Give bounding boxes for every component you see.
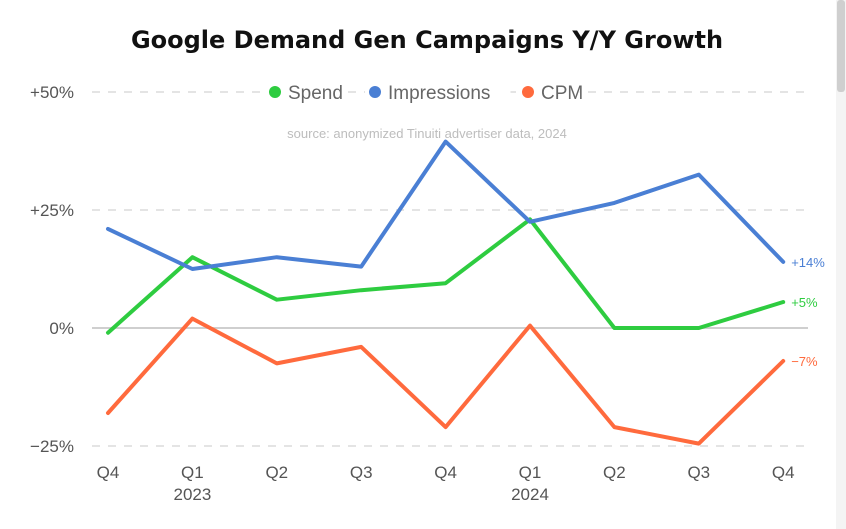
source-note: source: anonymized Tinuiti advertiser da…: [287, 126, 567, 141]
end-labels: +5% +14% −7%: [791, 255, 825, 369]
year-label: 2024: [511, 485, 549, 504]
x-tick-label: Q1: [519, 463, 542, 482]
scrollbar-thumb[interactable]: [837, 0, 845, 92]
series-line-spend: [106, 217, 786, 335]
y-tick-label: +50%: [30, 83, 74, 102]
x-tick-label: Q3: [350, 463, 373, 482]
y-axis: +50% +25% 0% −25%: [30, 83, 74, 456]
legend-label: CPM: [541, 83, 583, 104]
x-axis: Q4 Q1 Q2 Q3 Q4 Q1 Q2 Q3 Q4 2023 2024: [97, 463, 795, 504]
legend-item-bg: [365, 78, 511, 106]
y-tick-label: 0%: [49, 319, 74, 338]
x-tick-label: Q2: [603, 463, 626, 482]
x-tick-label: Q4: [434, 463, 457, 482]
y-tick-label: −25%: [30, 437, 74, 456]
legend: Spend Impressions CPM: [265, 78, 583, 106]
x-tick-label: Q3: [687, 463, 710, 482]
series-line-cpm: [106, 316, 786, 446]
end-label-cpm: −7%: [791, 354, 818, 369]
end-label-impressions: +14%: [791, 255, 825, 270]
end-label-spend: +5%: [791, 295, 818, 310]
series-line-impressions: [106, 139, 786, 271]
legend-marker: [522, 86, 534, 98]
x-tick-label: Q4: [97, 463, 120, 482]
x-tick-label: Q1: [181, 463, 204, 482]
legend-marker: [369, 86, 381, 98]
series-lines: [106, 139, 786, 446]
y-tick-label: +25%: [30, 201, 74, 220]
x-tick-label: Q2: [265, 463, 288, 482]
legend-label: Spend: [288, 83, 343, 104]
legend-label: Impressions: [388, 83, 490, 104]
legend-marker: [269, 86, 281, 98]
chart-title: Google Demand Gen Campaigns Y/Y Growth: [131, 26, 723, 54]
x-tick-label: Q4: [772, 463, 795, 482]
year-label: 2023: [173, 485, 211, 504]
scrollbar-track[interactable]: [836, 0, 846, 529]
